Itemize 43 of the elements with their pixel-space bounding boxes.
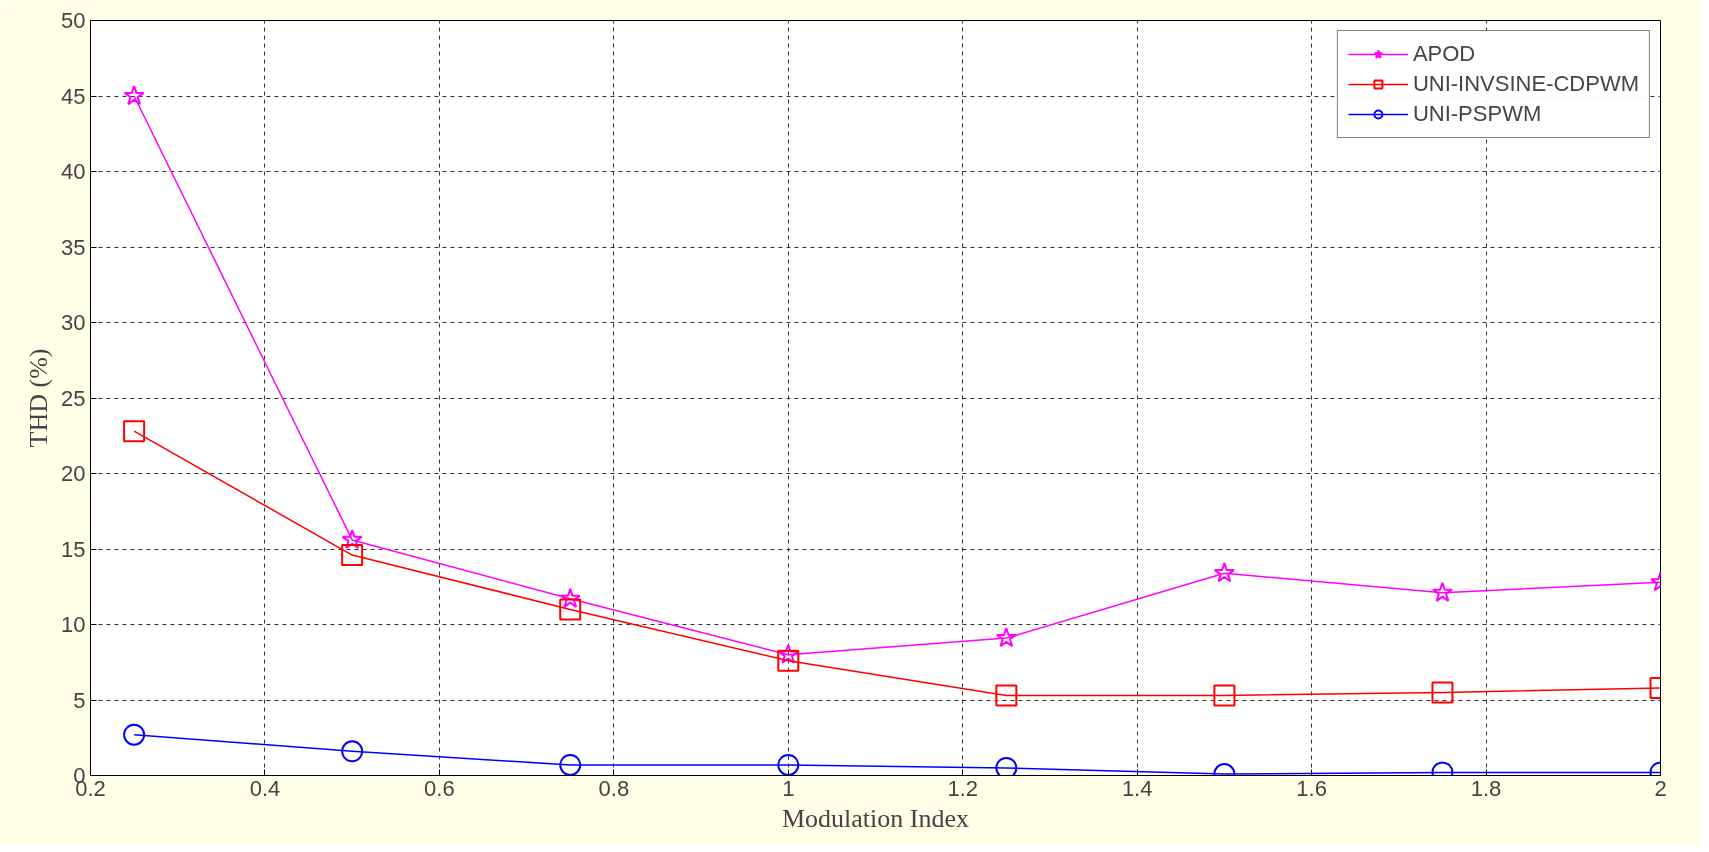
point — [123, 420, 146, 443]
legend-label: UNI-PSPWM — [1412, 101, 1542, 127]
point — [123, 85, 145, 106]
x-tick-label: 1.6 — [1296, 775, 1327, 801]
y-tick-label: 35 — [61, 234, 86, 260]
x-axis-title: Modulation Index — [781, 803, 970, 833]
point — [341, 528, 363, 550]
point — [777, 643, 799, 664]
point — [777, 649, 800, 672]
y-tick-label: 50 — [61, 8, 86, 33]
x-tick-label: 2 — [1654, 775, 1667, 801]
legend-label: UNI-INVSINE-CDPWM — [1412, 71, 1639, 97]
point — [777, 753, 800, 776]
point — [995, 756, 1018, 776]
x-tick-label: 1.2 — [947, 775, 979, 801]
point — [1431, 581, 1453, 602]
x-tick-label: 0.6 — [424, 775, 455, 801]
point — [559, 587, 581, 608]
point — [1431, 681, 1454, 704]
y-tick-label: 15 — [61, 536, 86, 562]
y-tick-label: 20 — [61, 461, 86, 486]
point — [559, 753, 582, 776]
point — [995, 627, 1017, 648]
point — [123, 723, 146, 746]
point — [995, 684, 1018, 707]
point — [341, 544, 364, 567]
y-tick-label: 40 — [61, 159, 86, 184]
x-tick-label: 0.8 — [598, 775, 630, 801]
y-axis-title: THD (%) — [24, 348, 54, 448]
y-tick-label: 45 — [61, 83, 86, 109]
x-tick-label: 1.8 — [1470, 775, 1502, 801]
point — [1213, 684, 1236, 707]
y-tick-label: 10 — [61, 612, 86, 637]
x-tick-label: 0.4 — [249, 775, 281, 801]
y-tick-label: 25 — [61, 385, 86, 411]
x-tick-label: 1.4 — [1121, 775, 1153, 801]
point — [1213, 562, 1235, 583]
x-tick-label: 1 — [782, 775, 795, 801]
point — [559, 598, 582, 621]
y-tick-label: 5 — [73, 687, 86, 713]
point — [341, 740, 364, 763]
y-tick-label: 30 — [61, 310, 86, 335]
legend-label: APOD — [1412, 41, 1476, 67]
